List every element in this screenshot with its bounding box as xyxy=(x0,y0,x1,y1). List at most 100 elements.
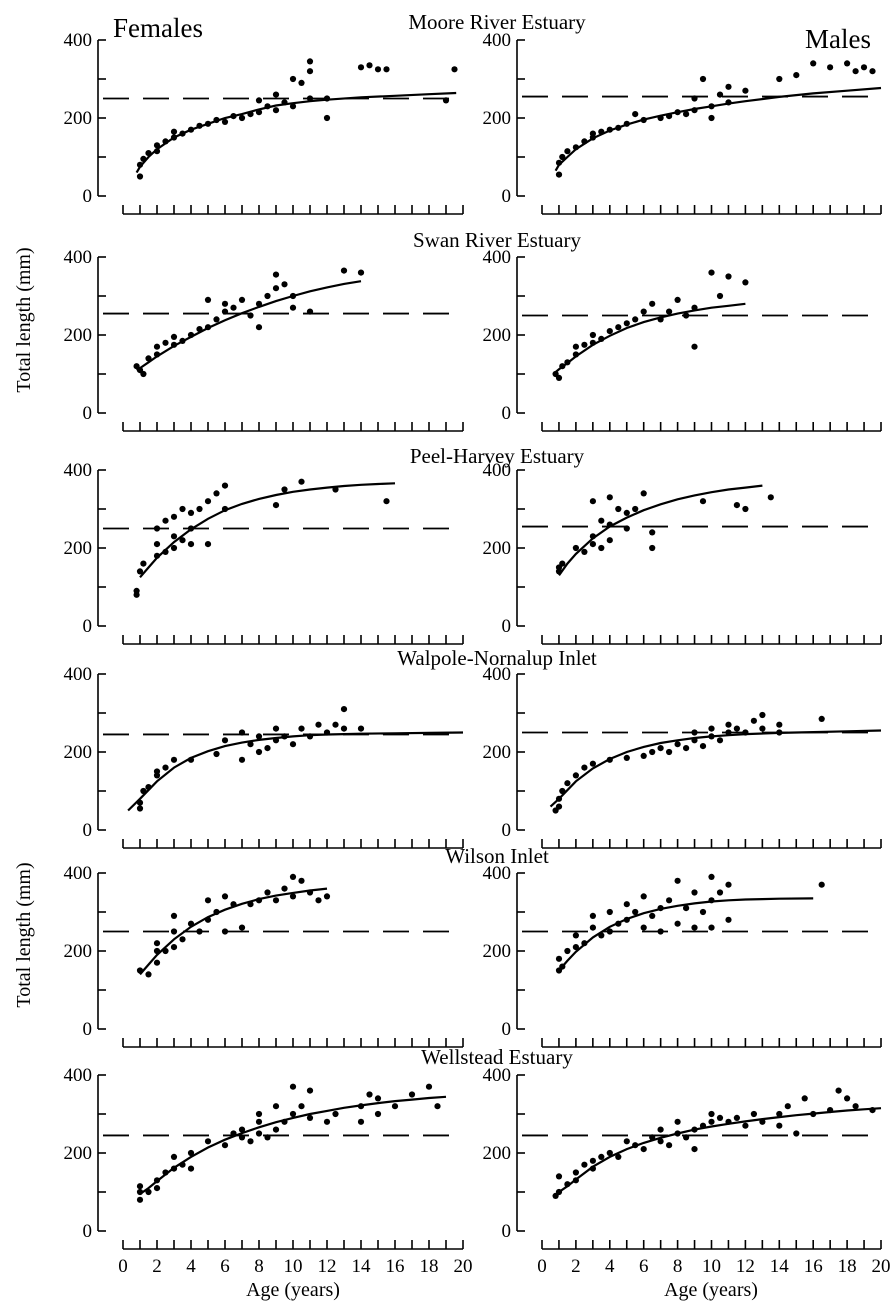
wilson-inlet-males-point xyxy=(555,955,563,962)
swan-river-estuary-males-point xyxy=(649,300,656,307)
walpole-nornalup-inlet-males-point xyxy=(759,725,766,732)
peel-harvey-estuary-males-point xyxy=(632,505,639,513)
walpole-nornalup-inlet-females-point xyxy=(136,805,144,812)
moore-river-estuary-males-point xyxy=(632,111,639,118)
moore-river-estuary-females-point xyxy=(374,66,382,73)
wellstead-estuary-females-point xyxy=(332,1110,339,1118)
moore-river-estuary-males-point xyxy=(589,130,597,137)
wellstead-estuary-females-point xyxy=(374,1095,382,1102)
peel-harvey-estuary-females-point xyxy=(187,509,195,516)
walpole-nornalup-inlet-males-point xyxy=(666,748,673,756)
walpole-nornalup-inlet-males-point xyxy=(683,745,690,752)
wilson-inlet-males-point xyxy=(708,924,715,931)
wellstead-estuary-males-point xyxy=(615,1153,622,1160)
wellstead-estuary-females-y-tick-label: 200 xyxy=(64,1143,93,1164)
wilson-inlet-females-point xyxy=(315,897,322,904)
wilson-inlet-females-point xyxy=(281,885,288,892)
walpole-nornalup-inlet-females-y-tick-label: 400 xyxy=(64,664,93,685)
moore-river-estuary-females-point xyxy=(442,97,450,104)
walpole-nornalup-inlet-females-y-tick-label: 200 xyxy=(64,742,93,763)
wellstead-estuary-males-panel: 0 200 400 0 2 4 6 8 10 12 14 16 18 20 xyxy=(483,1065,891,1277)
walpole-nornalup-inlet-females-point xyxy=(298,725,305,732)
wellstead-estuary-males-point xyxy=(716,1114,724,1121)
wellstead-estuary-females-y-tick-label: 400 xyxy=(64,1065,93,1086)
peel-harvey-estuary-females-y-tick-label: 0 xyxy=(83,616,93,637)
peel-harvey-estuary-females-point xyxy=(179,505,186,513)
moore-river-estuary-males-point xyxy=(683,111,690,118)
swan-river-estuary-males-point xyxy=(581,341,588,348)
wilson-inlet-males-panel: 0 200 400 xyxy=(483,863,882,1048)
moore-river-estuary-females-point xyxy=(366,62,373,69)
peel-harvey-estuary-females-point xyxy=(196,505,203,513)
wellstead-estuary-males-point xyxy=(623,1138,630,1145)
wilson-inlet-males-y-tick-label: 0 xyxy=(502,1019,512,1040)
moore-river-estuary-males-point xyxy=(716,91,724,98)
peel-harvey-estuary-females-point xyxy=(272,502,280,509)
wilson-inlet-females-y-tick-label: 0 xyxy=(83,1019,93,1040)
wellstead-estuary-females-point xyxy=(306,1114,314,1121)
wilson-inlet-females-point xyxy=(153,940,161,947)
wilson-inlet-males-point xyxy=(818,881,825,888)
swan-river-estuary-males-point xyxy=(666,308,673,315)
peel-harvey-estuary-males-point xyxy=(559,560,566,567)
wilson-inlet-females-growth-curve xyxy=(139,887,328,976)
wilson-inlet-title: Wilson Inlet xyxy=(445,844,549,868)
swan-river-estuary-females-point xyxy=(238,296,246,303)
wellstead-estuary-males-point xyxy=(733,1114,741,1121)
moore-river-estuary-females-y-tick-label: 200 xyxy=(64,108,93,129)
wellstead-estuary-females-point xyxy=(255,1130,263,1137)
wilson-inlet-males-point xyxy=(666,897,673,904)
wellstead-estuary-females-x-tick-label: 10 xyxy=(284,1256,303,1277)
swan-river-estuary-females-point xyxy=(357,269,365,276)
wellstead-estuary-males-y-tick-label: 0 xyxy=(502,1221,512,1242)
swan-river-estuary-females-point xyxy=(153,343,161,350)
peel-harvey-estuary-males-growth-curve xyxy=(558,484,763,576)
walpole-nornalup-inlet-females-point xyxy=(221,737,229,744)
swan-river-estuary-males-point xyxy=(615,324,622,331)
walpole-nornalup-inlet-title: Walpole-Nornalup Inlet xyxy=(397,646,597,670)
wellstead-estuary-females-point xyxy=(374,1110,382,1118)
wilson-inlet-males-point xyxy=(691,924,698,931)
moore-river-estuary-males-growth-curve xyxy=(554,86,882,172)
moore-river-estuary-males-point xyxy=(793,72,800,79)
wellstead-estuary-males-x-tick-label: 8 xyxy=(673,1256,683,1277)
wilson-inlet-males-point xyxy=(589,924,597,931)
wellstead-estuary-males-point xyxy=(801,1095,808,1102)
wellstead-estuary-females-point xyxy=(366,1091,373,1098)
walpole-nornalup-inlet-males-point xyxy=(555,803,563,810)
swan-river-estuary-females-point xyxy=(289,304,297,311)
peel-harvey-estuary-females-point xyxy=(162,517,169,524)
moore-river-estuary-females-point xyxy=(289,103,297,110)
wilson-inlet-males-point xyxy=(572,932,580,939)
wilson-inlet-males-y-tick-label: 200 xyxy=(483,941,512,962)
wilson-inlet-females-point xyxy=(145,971,152,978)
moore-river-estuary-males-point xyxy=(742,87,749,94)
moore-river-estuary-males-point xyxy=(844,60,851,67)
walpole-nornalup-inlet-males-y-tick-label: 400 xyxy=(483,664,512,685)
peel-harvey-estuary-males-y-tick-label: 400 xyxy=(483,460,512,481)
peel-harvey-estuary-females-point xyxy=(221,482,229,489)
swan-river-estuary-females-point xyxy=(221,300,229,307)
swan-river-estuary-males-point xyxy=(623,320,630,327)
wellstead-estuary-females-x-tick-label: 14 xyxy=(352,1256,372,1277)
peel-harvey-estuary-females-point xyxy=(179,537,186,544)
swan-river-estuary-males-point xyxy=(742,279,749,286)
y-axis-label-lower: Total length (mm) xyxy=(13,862,35,1007)
wilson-inlet-females-point xyxy=(238,924,246,931)
swan-river-estuary-males-point xyxy=(716,292,724,300)
peel-harvey-estuary-females-point xyxy=(153,525,161,532)
wellstead-estuary-females-point xyxy=(289,1110,297,1118)
wellstead-estuary-females-point xyxy=(255,1118,263,1125)
peel-harvey-estuary-males-point xyxy=(589,541,597,548)
wellstead-estuary-males-point xyxy=(683,1134,690,1141)
wilson-inlet-males-point xyxy=(606,928,613,935)
peel-harvey-estuary-males-point xyxy=(649,529,656,536)
moore-river-estuary-males-point xyxy=(691,95,698,102)
walpole-nornalup-inlet-males-point xyxy=(649,748,656,756)
walpole-nornalup-inlet-males-point xyxy=(708,725,715,732)
walpole-nornalup-inlet-males-point xyxy=(623,754,630,762)
walpole-nornalup-inlet-females-point xyxy=(357,725,365,732)
wellstead-estuary-females-point xyxy=(323,1118,331,1125)
wellstead-estuary-females-point xyxy=(289,1083,297,1090)
wellstead-estuary-males-x-tick-label: 0 xyxy=(537,1256,547,1277)
